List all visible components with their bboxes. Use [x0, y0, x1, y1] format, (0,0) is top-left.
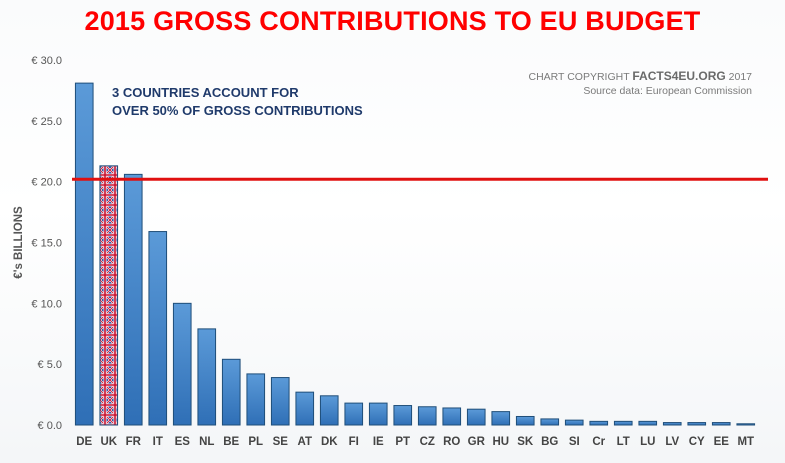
- bar-lv: [662, 422, 682, 426]
- y-axis-label: €'s BILLIONS: [13, 206, 25, 279]
- x-tick-label: ES: [175, 436, 191, 448]
- x-tick-label: UK: [100, 436, 117, 448]
- x-tick-label: IE: [373, 436, 384, 448]
- x-tick-label: MT: [737, 436, 754, 448]
- x-tick-label: BG: [541, 436, 558, 448]
- y-tick-label: € 0.0: [38, 420, 62, 432]
- bar-uk: [99, 165, 119, 426]
- x-tick-label: FR: [126, 436, 142, 448]
- bar-se: [270, 377, 290, 426]
- bar-lt: [613, 420, 633, 426]
- y-tick-label: € 30.0: [31, 55, 62, 67]
- bar-mt: [736, 423, 756, 426]
- x-tick-label: DK: [321, 436, 338, 448]
- y-tick-label: € 25.0: [31, 116, 62, 128]
- x-axis: DE UK FR IT ES NL BE PL SE AT DK FI IE PT CZ RO GR HU SK BG…: [76, 436, 754, 448]
- y-tick-label: € 15.0: [31, 238, 62, 250]
- bar-fr: [123, 173, 143, 426]
- x-tick-label: NL: [199, 436, 214, 448]
- bar-nl: [197, 328, 217, 426]
- x-tick-label: HU: [492, 436, 509, 448]
- x-tick-label: AT: [298, 436, 312, 448]
- y-tick-label: € 10.0: [31, 298, 62, 310]
- x-tick-label: Cr: [592, 436, 605, 448]
- x-tick-label: SE: [273, 436, 289, 448]
- source-line: Source data: European Commission: [583, 85, 752, 97]
- annotation: 3 COUNTRIES ACCOUNT FOR OVER 50% OF GROS…: [112, 84, 363, 120]
- bar-be: [221, 358, 241, 426]
- x-tick-label: EE: [714, 436, 730, 448]
- x-tick-label: GR: [468, 436, 486, 448]
- bar-dk: [319, 395, 339, 426]
- bar-sk: [515, 415, 535, 426]
- bar-cy: [687, 422, 707, 426]
- bar-ie: [368, 402, 388, 426]
- x-tick-label: PT: [395, 436, 410, 448]
- bar-bg: [540, 418, 560, 426]
- x-tick-label: CY: [689, 436, 705, 448]
- bar-at: [295, 391, 315, 426]
- x-tick-label: BE: [223, 436, 239, 448]
- annotation-line-2: OVER 50% OF GROSS CONTRIBUTIONS: [112, 103, 363, 118]
- copyright-line: CHART COPYRIGHT FACTS4EU.ORG 2017: [529, 69, 753, 84]
- chart-title: 2015 GROSS CONTRIBUTIONS TO EU BUDGET: [84, 6, 701, 36]
- x-tick-label: LV: [665, 436, 679, 448]
- annotation-line-1: 3 COUNTRIES ACCOUNT FOR: [112, 85, 299, 100]
- x-tick-label: LU: [640, 436, 655, 448]
- y-tick-label: € 5.0: [38, 359, 62, 371]
- copyright-prefix: CHART COPYRIGHT: [528, 71, 633, 83]
- y-axis: € 0.0 € 5.0 € 10.0 € 15.0 € 20.0 € 25.0 € 30.0: [31, 55, 62, 432]
- bar-pl: [246, 373, 266, 426]
- bar-cz: [417, 406, 437, 426]
- bar-es: [172, 302, 192, 426]
- bar-pt: [393, 405, 413, 426]
- x-tick-label: LT: [617, 436, 630, 448]
- bar-ro: [442, 407, 462, 426]
- bar-hu: [491, 411, 511, 426]
- bar-lu: [638, 420, 658, 426]
- x-tick-label: IT: [153, 436, 163, 448]
- bar-si: [564, 419, 584, 426]
- copyright-year: 2017: [725, 71, 752, 83]
- x-tick-label: SI: [569, 436, 580, 448]
- bar-ee: [711, 422, 731, 426]
- x-tick-label: SK: [517, 436, 534, 448]
- bar-de: [74, 82, 94, 426]
- bar-fi: [344, 402, 364, 426]
- y-tick-label: € 20.0: [31, 177, 62, 189]
- copyright-brand: FACTS4EU.ORG: [632, 69, 726, 83]
- bar-gr: [466, 408, 486, 426]
- copyright-block: CHART COPYRIGHT FACTS4EU.ORG 2017 Source…: [529, 69, 753, 98]
- x-tick-label: CZ: [420, 436, 435, 448]
- x-tick-label: FI: [349, 436, 359, 448]
- x-tick-label: RO: [443, 436, 460, 448]
- bar-it: [148, 231, 168, 426]
- bar-cr: [589, 420, 609, 426]
- bars: [74, 82, 756, 426]
- x-tick-label: DE: [76, 436, 92, 448]
- x-tick-label: PL: [248, 436, 263, 448]
